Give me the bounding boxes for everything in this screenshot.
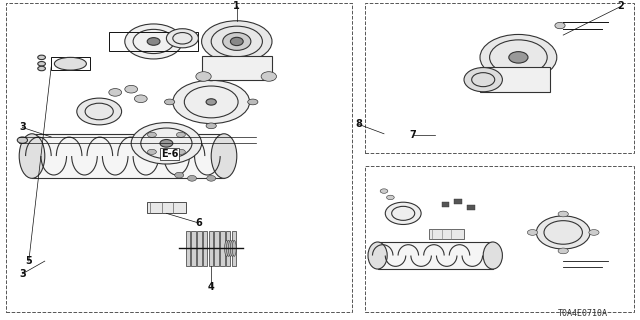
Text: 3: 3 [19,123,26,132]
Text: 3: 3 [19,269,26,279]
Ellipse shape [211,134,237,178]
Ellipse shape [230,37,243,45]
Ellipse shape [558,248,568,254]
Ellipse shape [166,29,198,48]
Ellipse shape [385,202,421,225]
Ellipse shape [228,240,232,256]
Ellipse shape [109,89,122,96]
Ellipse shape [177,132,186,137]
Ellipse shape [173,80,250,124]
Ellipse shape [19,134,45,178]
Bar [454,199,462,204]
Bar [232,231,236,266]
Ellipse shape [147,132,156,137]
Ellipse shape [38,55,45,60]
Ellipse shape [230,240,234,256]
Ellipse shape [225,240,228,256]
Bar [429,228,464,239]
Bar [32,134,224,178]
Ellipse shape [134,95,147,103]
Text: 7: 7 [410,130,416,140]
Ellipse shape [175,172,184,178]
Ellipse shape [248,99,258,105]
Ellipse shape [188,175,196,181]
Ellipse shape [589,229,599,235]
Ellipse shape [17,137,28,143]
Bar [214,231,219,266]
Ellipse shape [207,175,216,181]
Bar [220,231,225,266]
Ellipse shape [196,72,211,81]
Ellipse shape [206,99,216,105]
Bar [203,231,207,266]
Ellipse shape [261,72,276,81]
Text: 2: 2 [618,1,624,12]
Bar [467,205,475,210]
Ellipse shape [160,140,173,147]
Ellipse shape [387,195,394,200]
Text: 1: 1 [234,1,240,12]
Ellipse shape [368,242,387,269]
Ellipse shape [164,99,175,105]
Ellipse shape [38,61,45,66]
Ellipse shape [232,240,236,256]
Text: E-6: E-6 [161,149,179,159]
Ellipse shape [125,85,138,93]
Ellipse shape [147,38,160,45]
Ellipse shape [509,52,528,63]
Bar [226,231,230,266]
Ellipse shape [555,22,565,29]
Ellipse shape [38,66,45,71]
Bar [378,242,493,269]
Text: 5: 5 [26,256,32,266]
Text: T0A4E0710A: T0A4E0710A [558,309,608,318]
Ellipse shape [483,242,502,269]
Ellipse shape [536,216,590,249]
Ellipse shape [464,68,502,92]
Bar [186,231,190,266]
Bar [6,3,352,312]
Bar [147,202,186,213]
Bar [191,231,196,266]
Ellipse shape [177,149,186,155]
Bar [365,165,634,312]
Ellipse shape [223,33,251,50]
Bar [480,67,550,92]
Ellipse shape [206,123,216,129]
Bar [365,3,634,153]
Bar [209,231,213,266]
Ellipse shape [202,21,272,62]
Ellipse shape [480,35,557,80]
Ellipse shape [77,98,122,125]
Bar [202,56,272,80]
Text: 4: 4 [208,282,214,292]
Ellipse shape [125,24,182,59]
Bar [442,202,449,207]
Ellipse shape [227,240,230,256]
Ellipse shape [380,189,388,193]
Ellipse shape [527,229,538,235]
Bar [197,231,202,266]
Ellipse shape [147,149,156,155]
Ellipse shape [54,57,86,70]
Ellipse shape [131,123,202,164]
Ellipse shape [206,75,216,81]
Ellipse shape [558,211,568,217]
Text: 6: 6 [195,218,202,228]
Text: 8: 8 [355,119,362,129]
